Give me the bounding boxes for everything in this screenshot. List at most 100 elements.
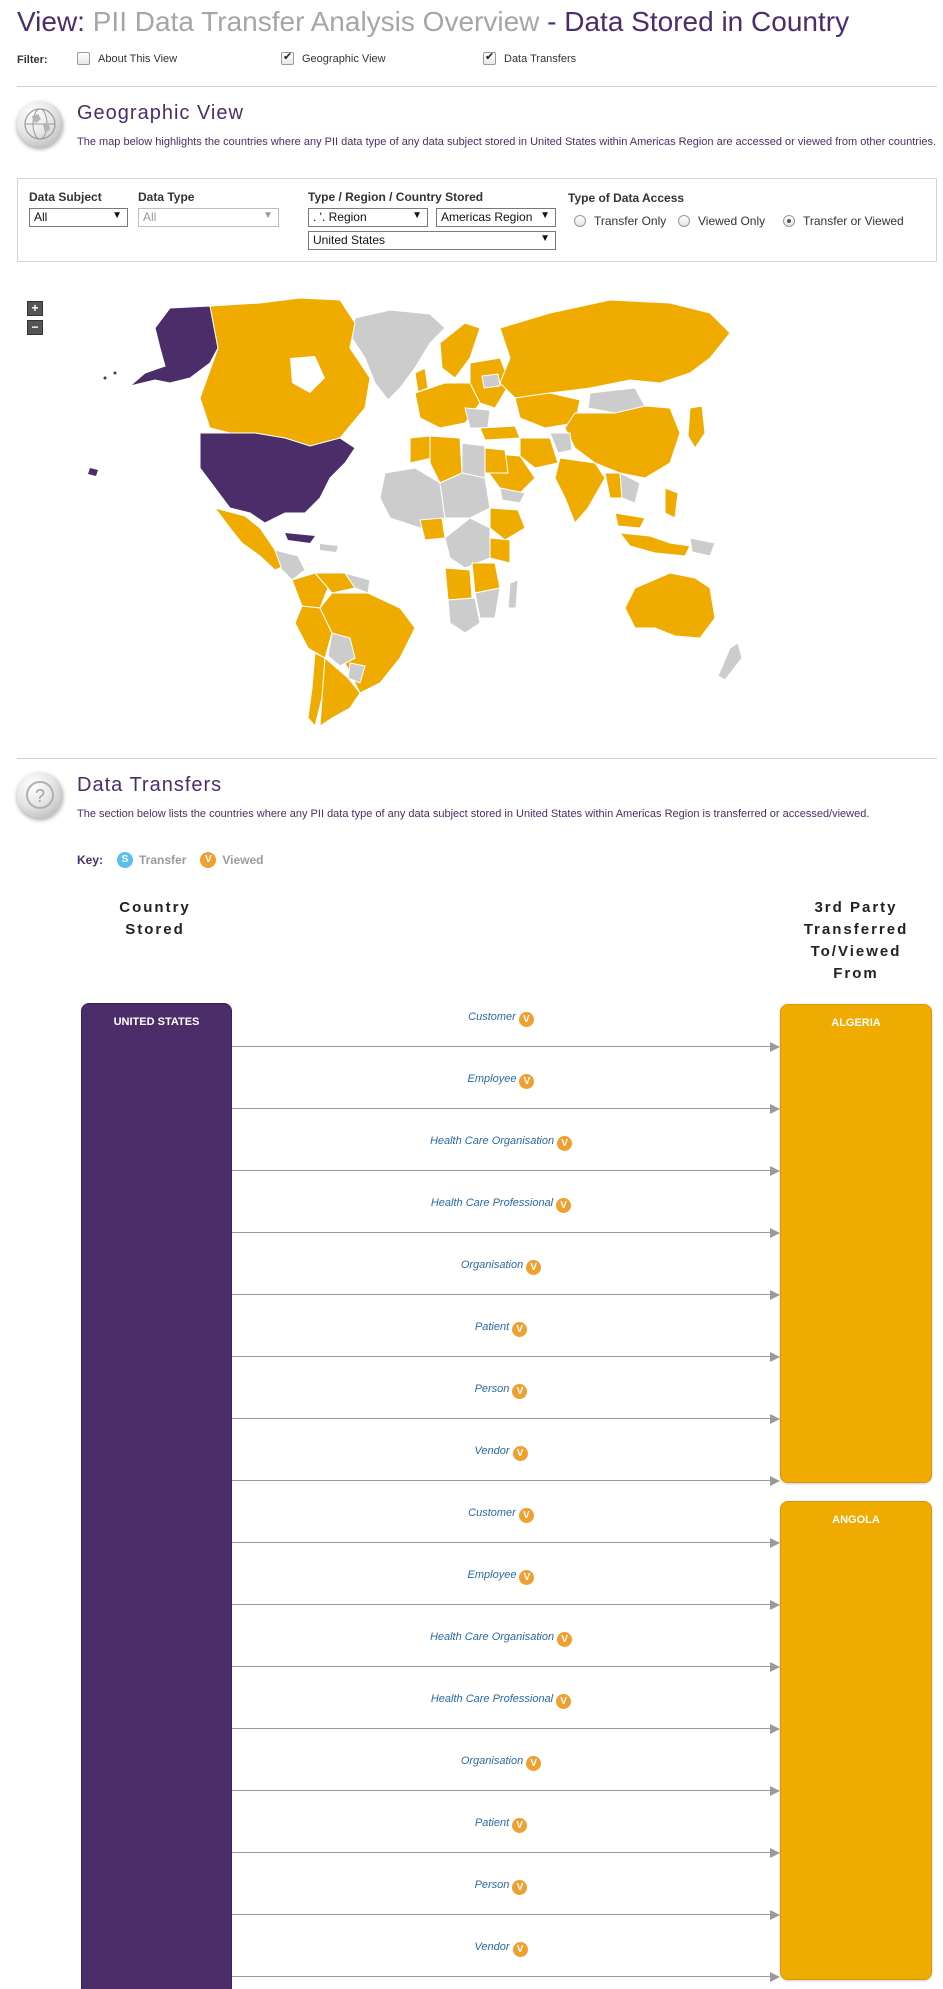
map-country-india[interactable]: [554, 457, 606, 524]
map-country-myanmar[interactable]: [604, 472, 623, 499]
transfer-row[interactable]: Customer V: [232, 1503, 780, 1548]
radio-viewed-only[interactable]: Viewed Only: [678, 214, 765, 228]
map-country-philippines[interactable]: [664, 487, 679, 519]
map-country-libya[interactable]: [461, 442, 486, 479]
map-country-paraguay[interactable]: [347, 662, 366, 684]
map-country-china[interactable]: [564, 405, 681, 479]
key-transfer-label: Transfer: [139, 853, 187, 867]
geographic-view-checkbox[interactable]: [281, 50, 294, 65]
map-country-angola[interactable]: [444, 567, 473, 601]
radio-button[interactable]: [574, 215, 586, 227]
geographic-view-description: The map below highlights the countries w…: [77, 136, 937, 148]
view-stored-title: Data Stored in Country: [564, 6, 850, 37]
transfer-row[interactable]: Vendor V: [232, 1441, 780, 1486]
map-country-malaysia[interactable]: [614, 512, 646, 529]
map-country-iran[interactable]: [519, 437, 559, 469]
transfer-line: [232, 1542, 770, 1543]
radio-button[interactable]: [783, 215, 795, 227]
viewed-badge-icon: V: [519, 1074, 535, 1089]
map-country-kenya[interactable]: [489, 537, 511, 564]
map-country-russia[interactable]: [499, 299, 731, 399]
transfer-row[interactable]: Health Care Professional V: [232, 1193, 780, 1238]
radio-label: Viewed Only: [698, 214, 766, 228]
filter-geographic-view[interactable]: Geographic View: [281, 50, 386, 65]
map-country-papua-new-guinea[interactable]: [689, 537, 716, 557]
filter-option-label: Data Transfers: [504, 52, 577, 65]
transfer-line: [232, 1046, 770, 1047]
transfer-row[interactable]: Employee V: [232, 1565, 780, 1610]
transfer-row[interactable]: Organisation V: [232, 1751, 780, 1796]
transfer-line: [232, 1852, 770, 1853]
data-subject-select[interactable]: All ▼: [29, 208, 128, 227]
map-country-brazil[interactable]: [319, 592, 416, 694]
map-country-ethiopia[interactable]: [489, 507, 526, 541]
map-country-balkans[interactable]: [464, 407, 491, 429]
map-country-turkey[interactable]: [479, 425, 521, 441]
map-country-laos[interactable]: [619, 472, 641, 504]
map-country-central-america[interactable]: [274, 549, 306, 581]
arrow-right-icon: [770, 1476, 780, 1486]
viewed-badge-icon: V: [518, 1508, 534, 1523]
map-country-alaska[interactable]: [129, 305, 219, 387]
transfer-row[interactable]: Patient V: [232, 1317, 780, 1362]
transfer-row[interactable]: Health Care Organisation V: [232, 1627, 780, 1672]
map-country-japan[interactable]: [687, 405, 706, 449]
zoom-out-button[interactable]: −: [27, 320, 43, 335]
transfer-row[interactable]: Vendor V: [232, 1937, 780, 1982]
destination-box[interactable]: ANGOLA: [780, 1501, 932, 1980]
zoom-in-button[interactable]: +: [27, 301, 43, 316]
map-country-argentina[interactable]: [319, 656, 361, 727]
map-country-egypt[interactable]: [484, 447, 509, 474]
transfer-label: Health Care Organisation V: [232, 1631, 770, 1647]
region-value: Americas Region: [441, 210, 533, 224]
map-country-bolivia[interactable]: [327, 632, 356, 667]
map-country-yemen[interactable]: [499, 487, 526, 504]
transfer-row[interactable]: Person V: [232, 1875, 780, 1920]
map-country-colombia[interactable]: [291, 572, 329, 609]
transfer-row[interactable]: Health Care Organisation V: [232, 1131, 780, 1176]
map-country-belarus[interactable]: [481, 373, 501, 389]
map-country-scandinavia[interactable]: [439, 322, 481, 379]
map-country-mexico[interactable]: [213, 507, 286, 571]
map-country-uk[interactable]: [414, 367, 429, 393]
region-type-select[interactable]: . '. Region ▼: [308, 208, 428, 227]
filter-about-this-view[interactable]: About This View: [77, 52, 177, 65]
map-country-madagascar[interactable]: [507, 579, 519, 609]
about-this-view-checkbox[interactable]: [77, 52, 90, 65]
transfer-row[interactable]: Person V: [232, 1379, 780, 1424]
arrow-right-icon: [770, 1910, 780, 1920]
map-country-sahel[interactable]: [439, 472, 491, 519]
radio-button[interactable]: [678, 215, 690, 227]
data-transfers-checkbox[interactable]: [483, 50, 496, 65]
world-map[interactable]: [70, 288, 870, 728]
transfer-row[interactable]: Health Care Professional V: [232, 1689, 780, 1734]
radio-transfer-only[interactable]: Transfer Only: [574, 214, 666, 228]
map-country-canada[interactable]: [199, 297, 371, 447]
transfer-row[interactable]: Customer V: [232, 1007, 780, 1052]
transfer-row[interactable]: Organisation V: [232, 1255, 780, 1300]
transfer-line: [232, 1914, 770, 1915]
map-country-venezuela[interactable]: [313, 572, 356, 594]
map-country-greenland[interactable]: [351, 309, 446, 401]
filter-data-transfers[interactable]: Data Transfers: [483, 50, 577, 65]
destination-box[interactable]: ALGERIA: [780, 1004, 932, 1483]
radio-transfer-or-viewed[interactable]: Transfer or Viewed: [783, 214, 904, 228]
region-select[interactable]: Americas Region ▼: [436, 208, 556, 227]
map-country-nigeria[interactable]: [419, 517, 446, 541]
page-title: View: PII Data Transfer Analysis Overvie…: [17, 6, 849, 38]
map-country-south-africa[interactable]: [447, 597, 481, 634]
map-country-australia[interactable]: [624, 572, 716, 639]
map-country-indonesia[interactable]: [618, 532, 691, 557]
map-country-afghanistan[interactable]: [549, 432, 573, 454]
map-country-united-states[interactable]: [199, 432, 356, 524]
map-country-mozambique[interactable]: [474, 587, 501, 619]
data-type-select[interactable]: All ▼: [138, 208, 279, 227]
transfer-label: Person V: [232, 1383, 770, 1399]
map-country-morocco[interactable]: [409, 435, 433, 464]
stored-country-box[interactable]: UNITED STATES: [81, 1003, 232, 1989]
map-country-new-zealand[interactable]: [717, 642, 743, 681]
country-select[interactable]: United States ▼: [308, 231, 556, 250]
transfer-row[interactable]: Patient V: [232, 1813, 780, 1858]
transfer-row[interactable]: Employee V: [232, 1069, 780, 1114]
map-country-central-africa[interactable]: [444, 517, 491, 569]
